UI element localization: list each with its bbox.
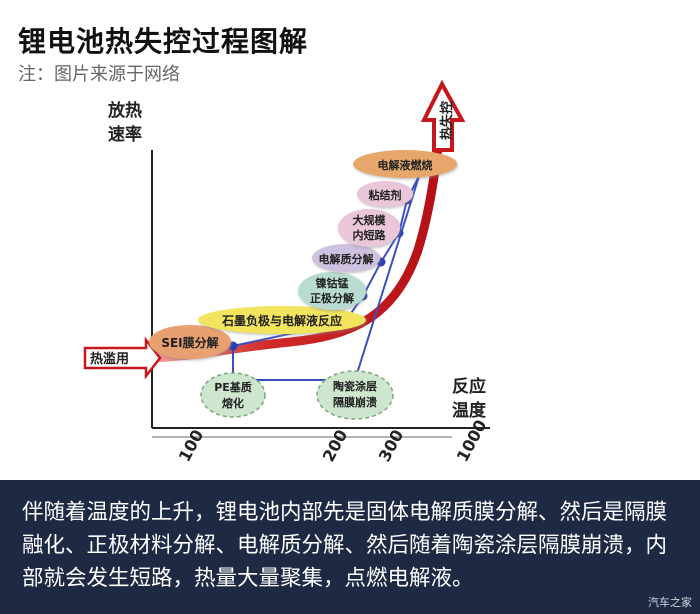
caption-band xyxy=(0,480,700,614)
stage-binder-label: 粘结剂 xyxy=(369,188,402,202)
x-tick-label: 200 xyxy=(319,426,351,464)
stage-electrolyte-combustion: 电解液燃烧 xyxy=(353,150,457,178)
thermal-runaway-diagram: 放热 速率 反应 温度 100 200 300 1000 热失控 热滥用 SEI… xyxy=(83,79,491,465)
stage-cathode-label-line1: 镍钴锰 xyxy=(316,276,349,290)
x-tick-label: 1000 xyxy=(453,417,491,465)
node-pe-label-line1: PE基质 xyxy=(214,380,252,394)
end-label: 热失控 xyxy=(439,101,455,140)
page-subtitle: 注：图片来源于网络 xyxy=(18,64,180,85)
stage-graphite-label: 石墨负极与电解液反应 xyxy=(221,313,342,328)
stage-cathode-decomposition: 镍钴锰 正极分解 xyxy=(298,272,366,310)
x-tick-label: 300 xyxy=(375,426,407,464)
stage-internal-short-line2: 内短路 xyxy=(353,228,387,242)
watermark: 汽车之家 xyxy=(648,596,692,609)
stage-sei-label: SEI膜分解 xyxy=(161,335,218,350)
stage-electrolyte-label: 电解质分解 xyxy=(319,252,374,266)
node-ceramic-label-line1: 陶瓷涂层 xyxy=(333,379,377,393)
node-pe-label-line2: 熔化 xyxy=(222,396,244,410)
stage-sei-decomposition: SEI膜分解 xyxy=(149,325,231,359)
start-label: 热滥用 xyxy=(90,351,129,367)
stage-electrolyte-decomposition: 电解质分解 xyxy=(312,244,380,272)
caption-text: 伴随着温度的上升，锂电池内部先是固体电解质膜分解、然后是隔膜融化、正极材料分解、… xyxy=(22,500,668,591)
x-axis-label-line1: 反应 xyxy=(452,376,486,397)
x-axis-label-line2: 温度 xyxy=(452,400,487,421)
stage-binder: 粘结剂 xyxy=(357,181,413,207)
y-axis-label-line2: 速率 xyxy=(108,124,142,145)
stage-combustion-label: 电解液燃烧 xyxy=(378,158,433,172)
page-title: 锂电池热失控过程图解 xyxy=(18,25,309,58)
node-ceramic-label-line2: 隔膜崩溃 xyxy=(333,395,377,409)
start-arrow xyxy=(83,336,162,380)
y-axis-label-line1: 放热 xyxy=(107,100,142,121)
x-tick-label: 100 xyxy=(175,426,207,464)
stage-cathode-label-line2: 正极分解 xyxy=(310,291,354,305)
node-ceramic-collapse: 陶瓷涂层 隔膜崩溃 xyxy=(316,370,394,420)
stage-internal-short-line1: 大规模 xyxy=(353,213,387,227)
axes xyxy=(151,150,490,438)
stage-internal-short: 大规模 内短路 xyxy=(338,209,400,247)
stage-graphite-reaction: 石墨负极与电解液反应 xyxy=(198,306,366,334)
node-pe-melting: PE基质 熔化 xyxy=(200,372,266,418)
